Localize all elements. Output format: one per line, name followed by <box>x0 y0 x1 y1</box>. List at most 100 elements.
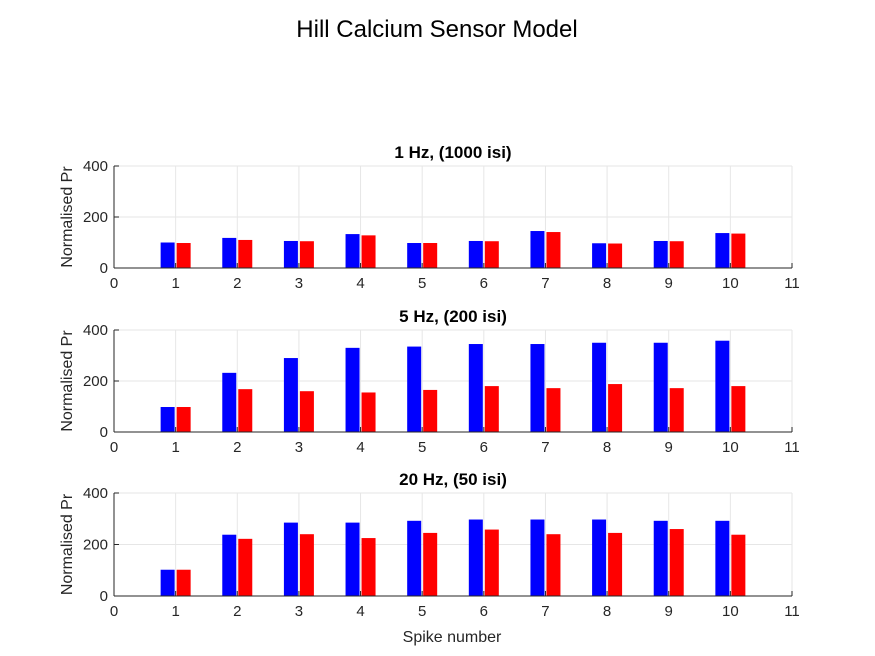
y-axis-label: Normalised Pr <box>59 493 76 595</box>
x-tick-label: 10 <box>722 275 739 292</box>
bar <box>361 235 376 268</box>
bar <box>653 342 668 432</box>
bar <box>530 344 545 432</box>
x-tick-label: 4 <box>356 275 364 292</box>
bar <box>731 386 746 432</box>
bar <box>546 232 561 268</box>
x-tick-label: 9 <box>665 439 673 456</box>
bar <box>176 569 191 596</box>
x-tick-label: 8 <box>603 603 611 620</box>
x-tick-label: 2 <box>233 603 241 620</box>
y-axis-label: Normalised Pr <box>59 166 76 268</box>
bar <box>669 388 684 432</box>
x-tick-label: 6 <box>480 439 488 456</box>
x-tick-label: 4 <box>356 439 364 456</box>
y-tick-label: 400 <box>83 322 108 339</box>
bar <box>345 522 360 596</box>
bar <box>238 538 253 596</box>
bar <box>299 391 314 432</box>
bar <box>361 538 376 596</box>
x-tick-label: 5 <box>418 439 426 456</box>
x-tick-label: 11 <box>784 603 800 620</box>
bar <box>407 243 422 268</box>
bar <box>715 520 730 596</box>
bar <box>222 534 237 596</box>
x-tick-label: 2 <box>233 275 241 292</box>
x-tick-label: 2 <box>233 439 241 456</box>
bar <box>423 389 438 432</box>
y-tick-label: 0 <box>100 260 108 277</box>
subplot-3: 0 1 2 3 4 5 6 7 8 9 10 11 0 200 400 20 Hz, (50 isi) Norm… <box>59 470 800 620</box>
bar <box>222 237 237 268</box>
bar <box>160 569 175 596</box>
bar <box>608 532 623 596</box>
bar <box>653 240 668 268</box>
bar <box>176 243 191 268</box>
y-axis-label: Normalised Pr <box>59 330 76 432</box>
subplot-title: 20 Hz, (50 isi) <box>399 470 507 489</box>
x-tick-label: 7 <box>541 603 549 620</box>
x-tick-label: 10 <box>722 439 739 456</box>
x-tick-label: 5 <box>418 603 426 620</box>
bar <box>731 233 746 268</box>
x-tick-label: 1 <box>171 275 179 292</box>
bar <box>484 241 499 268</box>
bar <box>653 520 668 596</box>
bar <box>608 243 623 268</box>
bar <box>160 242 175 268</box>
bar <box>468 519 483 596</box>
bar <box>160 407 175 432</box>
x-tick-label: 4 <box>356 603 364 620</box>
x-tick-label: 11 <box>784 439 800 456</box>
figure-title: Hill Calcium Sensor Model <box>296 16 577 43</box>
y-tick-label: 200 <box>83 373 108 390</box>
bar <box>222 372 237 432</box>
x-tick-label: 10 <box>722 603 739 620</box>
subplot-title: 5 Hz, (200 isi) <box>399 307 507 326</box>
bar <box>546 388 561 432</box>
x-tick-label: 0 <box>110 439 118 456</box>
bar <box>238 239 253 268</box>
x-tick-label: 1 <box>171 603 179 620</box>
bar <box>299 241 314 268</box>
bar <box>715 340 730 432</box>
bar <box>592 243 607 268</box>
bar <box>468 344 483 432</box>
bar <box>407 346 422 432</box>
bar <box>530 519 545 596</box>
x-tick-label: 1 <box>171 439 179 456</box>
bar <box>546 534 561 596</box>
bar <box>283 358 298 432</box>
y-tick-label: 200 <box>83 209 108 226</box>
y-tick-label: 400 <box>83 485 108 502</box>
x-tick-label: 8 <box>603 439 611 456</box>
bar <box>592 519 607 596</box>
x-tick-label: 8 <box>603 275 611 292</box>
x-tick-label: 7 <box>541 275 549 292</box>
bar <box>423 532 438 596</box>
bar <box>283 240 298 268</box>
y-tick-label: 0 <box>100 588 108 605</box>
bar <box>608 384 623 432</box>
bar <box>731 534 746 596</box>
bar <box>345 347 360 432</box>
x-tick-label: 5 <box>418 275 426 292</box>
bar <box>345 234 360 268</box>
x-tick-label: 9 <box>665 275 673 292</box>
subplot-title: 1 Hz, (1000 isi) <box>394 143 511 162</box>
x-tick-label: 3 <box>295 439 303 456</box>
bar <box>592 342 607 432</box>
y-tick-label: 200 <box>83 537 108 554</box>
x-tick-label: 6 <box>480 275 488 292</box>
x-tick-label: 9 <box>665 603 673 620</box>
x-tick-label: 6 <box>480 603 488 620</box>
bar <box>715 233 730 268</box>
x-axis-label: Spike number <box>403 629 502 646</box>
bar <box>299 534 314 596</box>
bar <box>423 243 438 268</box>
bar <box>407 520 422 596</box>
bar <box>669 241 684 268</box>
bar <box>361 392 376 432</box>
x-tick-label: 7 <box>541 439 549 456</box>
